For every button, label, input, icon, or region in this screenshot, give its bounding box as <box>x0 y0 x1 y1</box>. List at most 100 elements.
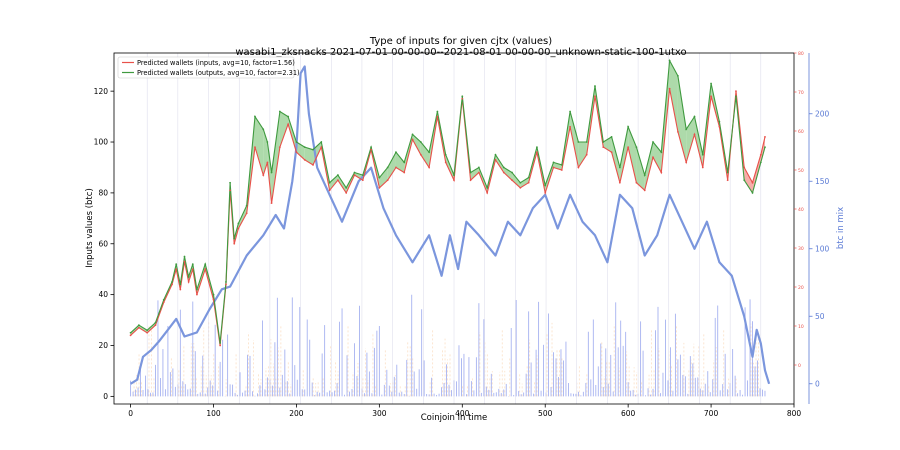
data-point-outputs <box>594 85 596 87</box>
x-tick-label: 600 <box>621 409 636 418</box>
y-red-tick-label: 0 <box>798 363 801 369</box>
data-point-inputs <box>378 186 381 189</box>
data-point-inputs <box>191 268 194 271</box>
data-point-outputs <box>278 110 281 113</box>
x-tick-label: 100 <box>206 409 221 418</box>
data-point-inputs <box>146 331 149 334</box>
fill-between-segment <box>395 152 405 173</box>
data-point-inputs <box>428 166 431 169</box>
series-line-btc-in-mix <box>130 65 771 385</box>
y-red-tick-label: 50 <box>798 168 804 174</box>
data-point-outputs <box>175 263 178 266</box>
data-point-inputs <box>229 189 231 192</box>
data-point-outputs <box>635 146 638 149</box>
data-point-inputs <box>743 166 746 169</box>
data-point-outputs <box>718 120 721 123</box>
data-point-outputs <box>287 115 290 118</box>
x-tick-label: 800 <box>787 409 802 418</box>
data-point-outputs <box>219 342 222 344</box>
data-point-inputs <box>627 146 630 149</box>
data-point-outputs <box>477 166 480 169</box>
fill-between-segment <box>677 75 687 163</box>
data-point-inputs <box>577 166 580 169</box>
fill-between-segment <box>636 147 645 191</box>
data-point-inputs <box>129 334 132 337</box>
fill-between-segment <box>503 167 513 181</box>
data-point-outputs <box>544 184 547 187</box>
data-point-outputs <box>245 204 248 207</box>
data-point-outputs <box>266 141 269 143</box>
y-tick-label: 20 <box>98 341 108 350</box>
data-point-outputs <box>735 95 737 98</box>
data-point-outputs <box>677 74 679 77</box>
data-point-inputs <box>759 153 762 156</box>
data-point-inputs <box>635 181 638 184</box>
y-right-tick-label: 150 <box>815 177 830 186</box>
data-point-outputs <box>254 115 256 118</box>
data-point-outputs <box>469 171 472 174</box>
data-point-inputs <box>303 158 306 161</box>
data-point-outputs <box>386 166 389 169</box>
data-point-outputs <box>577 141 580 143</box>
y-red-tick-label: 80 <box>798 51 804 57</box>
data-point-inputs <box>154 324 157 327</box>
data-point-inputs <box>511 179 513 182</box>
data-point-inputs <box>536 151 538 154</box>
y-axis-red: 0 10 20 30 40 50 60 70 80 <box>794 51 804 369</box>
data-point-inputs <box>718 125 721 128</box>
data-point-outputs <box>179 283 182 286</box>
data-point-inputs <box>594 95 596 98</box>
data-point-outputs <box>759 161 762 164</box>
data-point-outputs <box>486 186 489 189</box>
data-point-inputs <box>266 161 269 164</box>
data-point-inputs <box>610 151 613 154</box>
data-point-inputs <box>569 125 571 128</box>
y-axis-label: Inputs values (btc) <box>85 188 95 268</box>
data-point-outputs <box>237 222 240 225</box>
legend-inputs-label: Predicted wallets (inputs, avg=10, facto… <box>137 59 295 67</box>
data-point-inputs <box>175 268 178 271</box>
data-point-outputs <box>191 263 194 266</box>
data-point-outputs <box>693 115 696 118</box>
data-point-outputs <box>536 146 538 149</box>
y-right-tick-label: 100 <box>815 244 830 253</box>
data-point-inputs <box>477 171 480 174</box>
data-point-inputs <box>643 189 646 192</box>
data-point-outputs <box>552 161 555 164</box>
legend: Predicted wallets (inputs, avg=10, facto… <box>117 56 300 79</box>
data-point-outputs <box>345 186 348 189</box>
data-point-outputs <box>710 82 712 85</box>
fill-between-segment <box>644 142 654 191</box>
data-point-outputs <box>129 331 132 334</box>
x-axis-label: Coinjoin in time <box>421 413 488 423</box>
fill-between-segment <box>470 167 479 181</box>
data-point-inputs <box>395 166 397 169</box>
data-point-outputs <box>436 110 439 113</box>
fill-between-segment <box>387 152 396 181</box>
data-point-inputs <box>735 90 737 93</box>
y-tick-label: 40 <box>98 290 108 299</box>
data-point-outputs <box>295 141 298 143</box>
data-point-inputs <box>320 146 323 149</box>
data-point-outputs <box>502 166 505 169</box>
fill-between-segment <box>329 175 338 191</box>
data-point-inputs <box>560 169 563 171</box>
data-point-inputs <box>502 171 505 174</box>
data-point-inputs <box>361 179 364 182</box>
data-point-inputs <box>461 97 464 100</box>
data-point-inputs <box>710 95 712 98</box>
data-point-inputs <box>453 179 455 182</box>
data-point-outputs <box>320 141 323 143</box>
data-point-inputs <box>764 136 766 138</box>
fill-between-segment <box>694 116 703 168</box>
fill-between-segment <box>619 126 629 183</box>
data-point-outputs <box>337 174 339 176</box>
x-tick-label: 700 <box>704 409 719 418</box>
data-point-inputs <box>245 212 248 215</box>
data-point-outputs <box>395 151 397 154</box>
data-point-inputs <box>668 87 671 90</box>
data-point-outputs <box>569 110 571 113</box>
fill-between-segment <box>669 60 678 132</box>
data-point-inputs <box>436 115 439 118</box>
fill-between-segment <box>578 142 587 168</box>
